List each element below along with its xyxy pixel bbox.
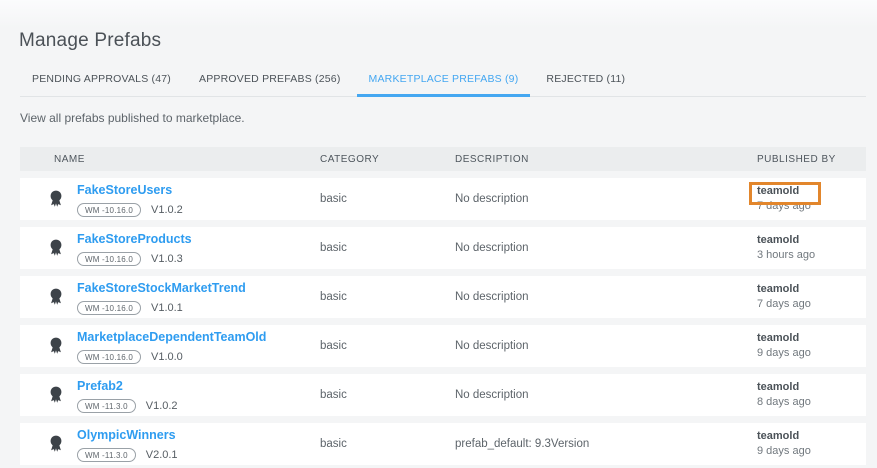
platform-version-badge: WM -10.16.0 [77, 203, 141, 217]
medal-icon [48, 189, 64, 209]
tab-marketplace-prefabs[interactable]: MARKETPLACE PREFABS (9) [356, 66, 531, 97]
publisher-name: teamold [757, 234, 800, 246]
published-time: 7 days ago [757, 200, 811, 212]
prefabs-table: NAME CATEGORY DESCRIPTION PUBLISHED BY F… [20, 147, 866, 468]
page-subtitle: View all prefabs published to marketplac… [20, 111, 245, 125]
prefab-version: V1.0.1 [151, 302, 183, 314]
prefab-name-link[interactable]: FakeStoreUsers [77, 183, 173, 198]
page-title: Manage Prefabs [19, 30, 162, 51]
published-time: 7 days ago [757, 298, 811, 310]
category-value: basic [320, 291, 347, 303]
publisher-name: teamold [757, 283, 800, 295]
prefab-version: V1.0.3 [151, 253, 183, 265]
published-time: 3 hours ago [757, 249, 816, 261]
category-value: basic [320, 193, 347, 205]
prefab-version: V2.0.1 [145, 449, 178, 461]
prefab-version: V1.0.0 [151, 351, 183, 363]
description-value: No description [455, 291, 529, 303]
prefab-name-link[interactable]: MarketplaceDependentTeamOld [77, 330, 267, 345]
table-row: FakeStoreUsers WM -10.16.0 V1.0.2 basic … [20, 178, 866, 220]
column-header-category: CATEGORY [320, 153, 380, 165]
medal-icon [48, 336, 64, 356]
category-value: basic [320, 389, 347, 401]
table-row: OlympicWinners WM -11.3.0 V2.0.1 basic p… [20, 423, 866, 465]
description-value: No description [455, 242, 529, 254]
prefab-version: V1.0.2 [151, 204, 183, 216]
medal-icon [48, 287, 64, 307]
tab-rejected[interactable]: REJECTED (11) [546, 73, 626, 85]
published-time: 9 days ago [757, 347, 811, 359]
column-header-published-by: PUBLISHED BY [757, 153, 836, 165]
category-value: basic [320, 438, 347, 450]
publisher-name: teamold [757, 332, 800, 344]
description-value: prefab_default: 9.3Version [455, 438, 590, 450]
description-value: No description [455, 193, 529, 205]
table-row: MarketplaceDependentTeamOld WM -10.16.0 … [20, 325, 866, 367]
description-value: No description [455, 340, 529, 352]
category-value: basic [320, 242, 347, 254]
publisher-name: teamold [757, 430, 800, 442]
platform-version-badge: WM -11.3.0 [77, 399, 136, 413]
tab-pending-approvals[interactable]: PENDING APPROVALS (47) [32, 73, 171, 85]
prefab-name-link[interactable]: FakeStoreStockMarketTrend [77, 281, 246, 296]
table-header-row: NAME CATEGORY DESCRIPTION PUBLISHED BY [20, 147, 866, 171]
medal-icon [48, 385, 64, 405]
category-value: basic [320, 340, 347, 352]
tab-bar: PENDING APPROVALS (47) APPROVED PREFABS … [20, 66, 866, 97]
published-time: 8 days ago [757, 396, 811, 408]
platform-version-badge: WM -10.16.0 [77, 350, 141, 364]
prefab-name-link[interactable]: OlympicWinners [77, 428, 176, 443]
published-time: 9 days ago [757, 445, 811, 457]
column-header-description: DESCRIPTION [455, 153, 529, 165]
prefab-name-link[interactable]: FakeStoreProducts [77, 232, 192, 247]
medal-icon [48, 238, 64, 258]
prefab-name-link[interactable]: Prefab2 [77, 379, 123, 394]
description-value: No description [455, 389, 529, 401]
table-row: FakeStoreProducts WM -10.16.0 V1.0.3 bas… [20, 227, 866, 269]
platform-version-badge: WM -11.3.0 [77, 448, 136, 462]
medal-icon [48, 434, 64, 454]
platform-version-badge: WM -10.16.0 [77, 301, 141, 315]
publisher-name: teamold [757, 381, 800, 393]
column-header-name: NAME [54, 153, 85, 165]
table-row: FakeStoreStockMarketTrend WM -10.16.0 V1… [20, 276, 866, 318]
prefab-version: V1.0.2 [145, 400, 178, 412]
tab-approved-prefabs[interactable]: APPROVED PREFABS (256) [199, 73, 341, 85]
publisher-name: teamold [757, 185, 800, 197]
platform-version-badge: WM -10.16.0 [77, 252, 141, 266]
table-row: Prefab2 WM -11.3.0 V1.0.2 basic No descr… [20, 374, 866, 416]
